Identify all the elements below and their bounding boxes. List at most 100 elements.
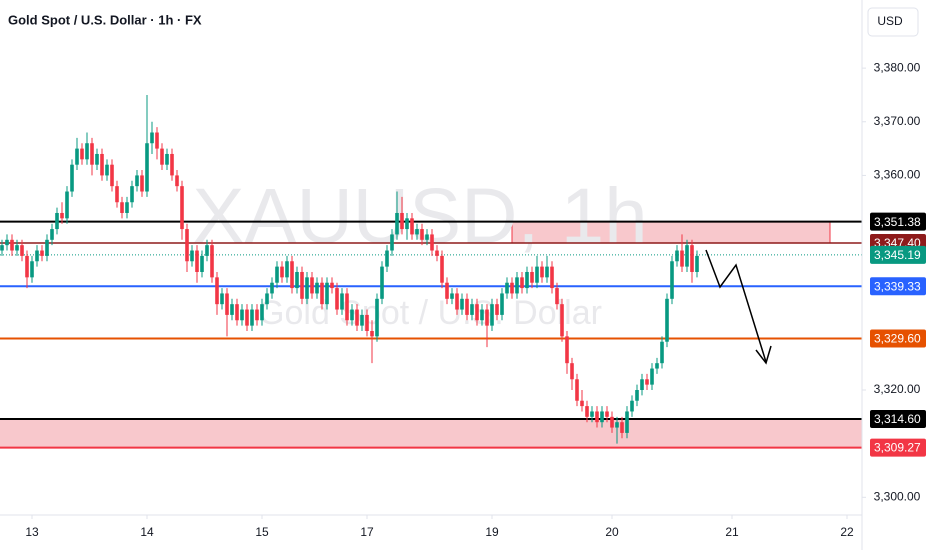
chart-title: Gold Spot / U.S. Dollar · 1h · FX <box>8 12 202 27</box>
candle-body <box>695 255 699 272</box>
candle-body <box>220 293 224 305</box>
x-tick-label: 20 <box>605 525 619 539</box>
candle-body <box>435 250 439 256</box>
candle-body <box>95 153 99 165</box>
candle-body <box>530 271 534 283</box>
candle-body <box>620 422 624 433</box>
candle-body <box>470 304 474 315</box>
candle-body <box>370 330 374 337</box>
candle-body <box>565 336 569 364</box>
candle-body <box>420 229 424 240</box>
price-label: 3,314.60 <box>874 412 921 426</box>
candle-body <box>600 411 604 423</box>
candle-body <box>280 266 284 278</box>
candle-body <box>625 411 629 433</box>
candle-body <box>215 277 219 305</box>
candle-body <box>690 245 694 272</box>
candle-body <box>400 212 404 230</box>
y-tick-label: 3,370.00 <box>874 114 921 128</box>
candle-body <box>660 341 664 364</box>
candle-body <box>645 379 649 385</box>
candle-body <box>550 266 554 289</box>
candle-body <box>85 143 89 160</box>
drawn-arrow <box>705 249 767 363</box>
candle-body <box>75 148 79 165</box>
candle-body <box>315 282 319 294</box>
candle-body <box>365 314 369 331</box>
candle-body <box>135 175 139 187</box>
candle-body <box>190 250 194 262</box>
candle-body <box>300 271 304 299</box>
price-label-box <box>870 277 926 296</box>
candle-body <box>440 255 444 283</box>
candle-body <box>580 400 584 407</box>
y-tick-label: 3,360.00 <box>874 168 921 182</box>
candle-body <box>590 411 594 417</box>
candle-body <box>90 143 94 165</box>
price-label: 3,351.38 <box>874 215 921 229</box>
candle-body <box>560 304 564 337</box>
x-tick-label: 21 <box>725 525 739 539</box>
candle-body <box>0 245 4 251</box>
candle-body <box>355 309 359 326</box>
candle-body <box>15 245 19 251</box>
price-label: 3,309.27 <box>874 441 921 455</box>
candle-body <box>325 282 329 305</box>
candle-body <box>100 153 104 176</box>
candle-body <box>310 277 314 294</box>
candle-body <box>40 250 44 256</box>
price-label-box <box>870 245 926 264</box>
candle-body <box>680 250 684 267</box>
candle-body <box>525 271 529 289</box>
candle-body <box>335 288 339 310</box>
candle-body <box>380 266 384 299</box>
candle-body <box>485 309 489 326</box>
candle-body <box>285 261 289 278</box>
candle-body <box>615 422 619 428</box>
candle-body <box>170 153 174 176</box>
candle-body <box>25 255 29 278</box>
y-tick-label: 3,380.00 <box>874 60 921 74</box>
candle-body <box>375 298 379 337</box>
candle-body <box>140 175 144 192</box>
candle-body <box>45 239 49 256</box>
candle-body <box>20 245 24 256</box>
candle-body <box>430 234 434 251</box>
candle-body <box>160 148 164 165</box>
candle-body <box>245 309 249 326</box>
candle-body <box>670 261 674 299</box>
price-label-box <box>870 409 926 428</box>
candle-body <box>630 400 634 412</box>
currency-box[interactable] <box>867 7 919 37</box>
candle-body <box>535 266 539 283</box>
candle-body <box>205 245 209 256</box>
candle-body <box>475 304 479 321</box>
candle-body <box>685 245 689 267</box>
candle-body <box>255 309 259 321</box>
candle-body <box>240 309 244 321</box>
candle-body <box>540 266 544 278</box>
candle-body <box>330 282 334 289</box>
candle-body <box>260 304 264 321</box>
y-tick-label: 3,300.00 <box>874 489 921 503</box>
candle-body <box>270 282 274 294</box>
candle-body <box>200 255 204 272</box>
candle-body <box>650 368 654 385</box>
candle-body <box>295 271 299 289</box>
price-label-box <box>870 329 926 348</box>
candle-body <box>70 164 74 192</box>
candle-body <box>275 266 279 283</box>
candle-body <box>145 143 149 192</box>
candle-body <box>290 261 294 289</box>
candle-body <box>385 250 389 267</box>
candle-body <box>585 406 589 417</box>
demand-zone <box>0 418 862 448</box>
candle-body <box>455 293 459 310</box>
candle-body <box>495 304 499 315</box>
candle-body <box>390 234 394 251</box>
candle-body <box>5 239 9 246</box>
candle-body <box>155 132 159 149</box>
candle-body <box>500 293 504 315</box>
candle-body <box>395 212 399 235</box>
